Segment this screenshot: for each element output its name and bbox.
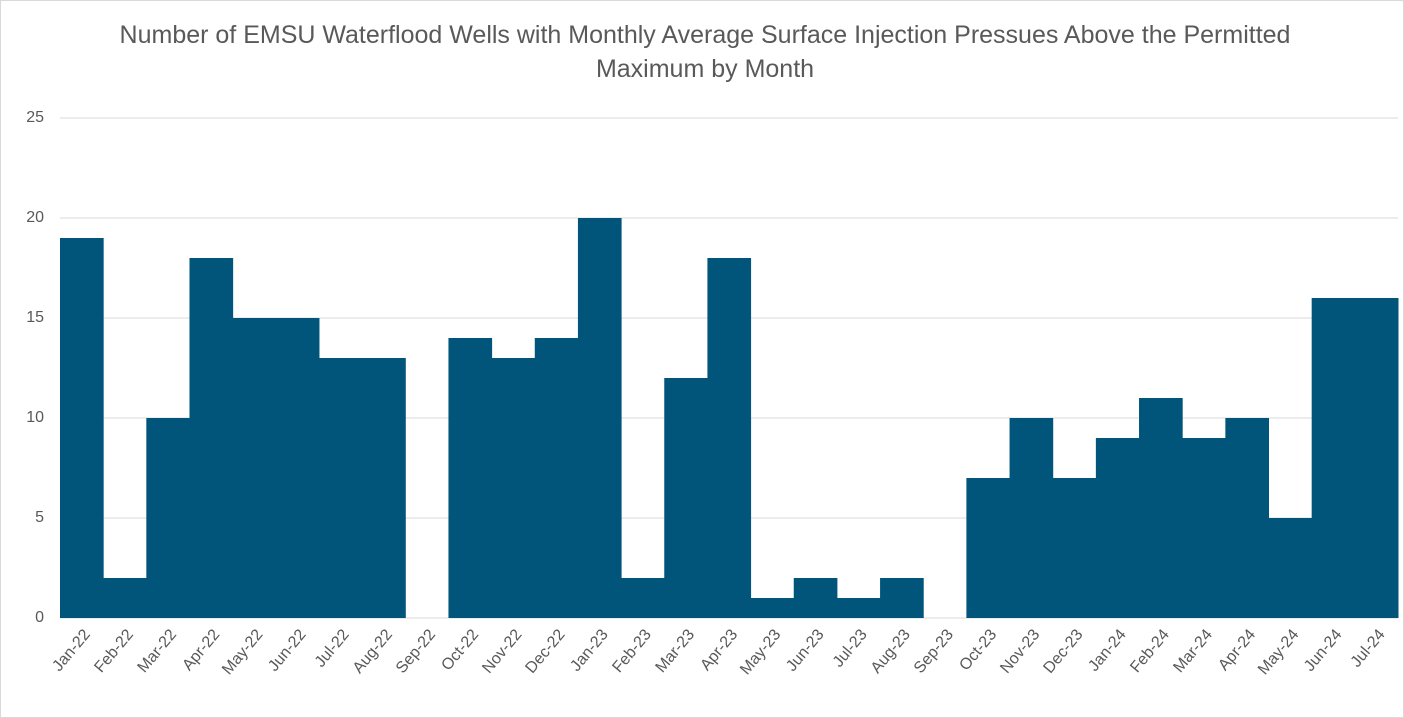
y-tick-label: 5 [35,509,44,526]
x-tick-label: Sep-22 [393,626,439,677]
y-tick-label: 0 [35,609,44,626]
bar [146,418,190,618]
x-tick-label: Jul-23 [830,626,871,670]
bar [1009,418,1054,618]
bar [103,578,147,618]
x-tick-label: Jul-24 [1348,626,1389,670]
bar [793,578,838,618]
x-tick-label: Nov-22 [479,626,525,677]
bar [1311,298,1356,618]
bar [966,478,1011,618]
bar [1052,478,1097,618]
y-tick-label: 10 [26,409,44,426]
x-tick-label: Feb-24 [1127,626,1173,676]
bar [232,318,277,618]
x-tick-label: Aug-22 [350,626,396,677]
x-tick-label: May-22 [219,626,266,678]
x-tick-label: Apr-24 [1215,626,1259,674]
x-tick-label: Dec-23 [1040,626,1086,677]
x-tick-label: Feb-23 [609,626,655,676]
x-tick-label: Nov-23 [997,626,1043,677]
bar [1225,418,1270,618]
x-tick-label: Dec-22 [522,626,568,677]
x-tick-label: Aug-23 [868,626,914,677]
x-tick-label: Apr-22 [179,626,223,674]
bar [750,598,795,618]
x-tick-label: Sep-23 [911,626,957,677]
bar [318,358,363,618]
bar [707,258,752,618]
bar [189,258,234,618]
bar [577,218,622,618]
bar [621,578,665,618]
bar [1182,438,1226,618]
bar [1095,438,1140,618]
x-tick-label: Mar-24 [1170,626,1216,676]
bar [1354,298,1399,618]
x-tick-label: Jul-22 [312,626,353,670]
x-tick-label: Jun-22 [265,626,310,674]
x-tick-label: May-24 [1255,626,1302,678]
x-tick-label: Oct-22 [438,626,482,674]
x-tick-label: Oct-23 [956,626,1000,674]
y-tick-label: 15 [26,309,44,326]
bar [880,578,924,618]
x-tick-label: Jun-23 [783,626,828,674]
bar [275,318,320,618]
x-tick-label: Jan-22 [49,626,94,674]
bar [1268,518,1313,618]
x-tick-label: Mar-22 [135,626,181,676]
bar [1139,398,1183,618]
x-tick-label: Apr-23 [697,626,741,674]
x-tick-label: May-23 [737,626,784,678]
bar [836,598,881,618]
bar [60,238,104,618]
y-tick-label: 25 [26,109,44,126]
bar [362,358,406,618]
x-tick-label: Jan-24 [1085,626,1130,674]
bar [491,358,536,618]
bar [534,338,579,618]
bar [664,378,708,618]
chart-title: Number of EMSU Waterflood Wells with Mon… [119,21,1291,83]
x-tick-label: Feb-22 [91,626,137,676]
x-tick-label: Jun-24 [1301,626,1346,674]
x-tick-label: Mar-23 [653,626,699,676]
y-tick-label: 20 [26,209,44,226]
bar [448,338,493,618]
x-tick-label: Jan-23 [567,626,612,674]
